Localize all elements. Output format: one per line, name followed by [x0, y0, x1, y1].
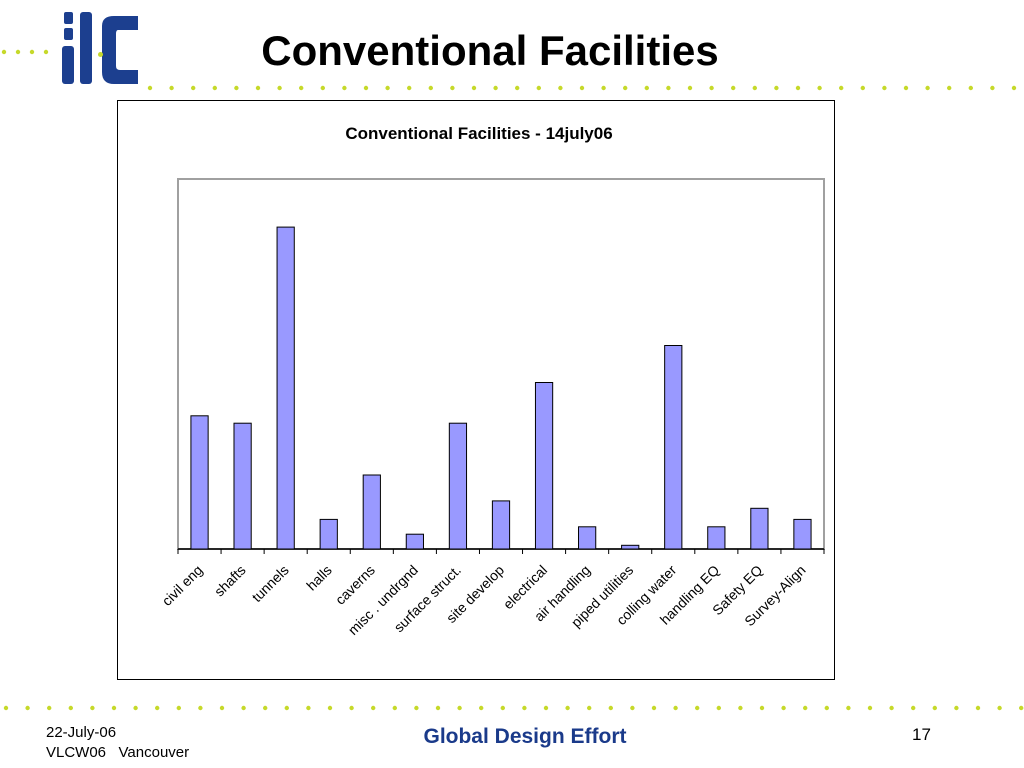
bar-piped-utilities	[621, 544, 640, 550]
bar-caverns	[362, 474, 381, 550]
footer-event: VLCW06 Vancouver	[46, 744, 190, 761]
bar-shafts	[233, 422, 252, 550]
bar-air-handling	[578, 526, 597, 550]
bar-chart: Conventional Facilities - 14july06 civil…	[159, 124, 825, 638]
bar-safety-eq	[750, 507, 769, 550]
bar-handling-eq	[707, 526, 726, 550]
x-tick-label: shafts	[211, 562, 249, 600]
bar-civil-eng	[190, 415, 209, 550]
x-tick-label: civil eng	[159, 562, 206, 609]
bar-electrical	[534, 382, 554, 550]
decorative-dots-top-left	[1, 49, 49, 55]
slide-title: Conventional Facilities	[261, 27, 719, 74]
chart-frame	[117, 100, 835, 680]
bar-tunnels	[276, 226, 295, 550]
bar-surface-struct	[448, 422, 468, 550]
footer-date: 22-July-06	[46, 724, 117, 741]
bar-halls	[319, 518, 338, 550]
bar-colling-water	[664, 345, 683, 550]
decorative-dots-bottom	[3, 705, 1024, 711]
chart-title: Conventional Facilities - 14july06	[345, 124, 612, 143]
ilc-logo	[62, 12, 138, 84]
x-tick-label: tunnels	[249, 562, 292, 605]
footer-organization: Global Design Effort	[423, 725, 627, 748]
bar-survey-align	[793, 518, 812, 550]
decorative-dots-top	[147, 85, 1017, 91]
plot-area	[177, 178, 825, 550]
page-number: 17	[912, 725, 931, 744]
x-tick-label: halls	[303, 562, 335, 594]
bar-site-develop	[491, 500, 511, 550]
bar-misc-undrgnd	[405, 533, 424, 550]
